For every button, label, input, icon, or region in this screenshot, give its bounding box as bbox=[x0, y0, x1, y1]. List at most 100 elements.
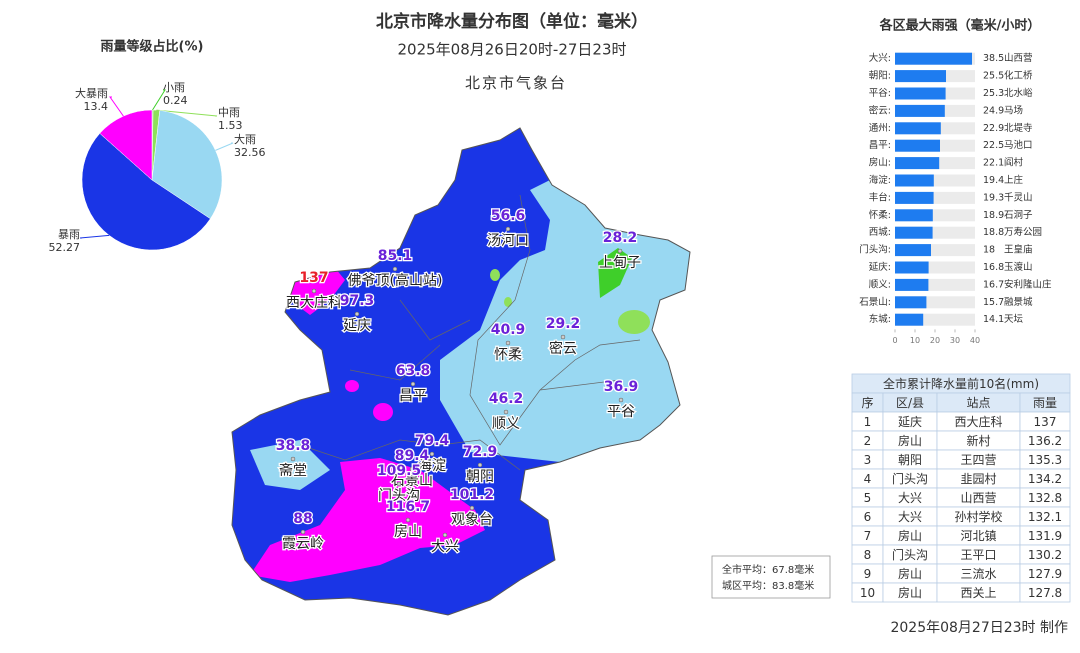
table-cell-text: 门头沟 bbox=[892, 471, 928, 486]
table-cell-text: 132.1 bbox=[1028, 510, 1062, 524]
chart-title: 各区最大雨强（毫米/小时） bbox=[879, 18, 1041, 34]
station-dot bbox=[617, 248, 623, 254]
x-tick-label: 0 bbox=[892, 336, 897, 345]
table-cell-text: 9 bbox=[864, 567, 872, 581]
bar-station: 化工桥 bbox=[1004, 70, 1033, 82]
station-value: 101.2 bbox=[450, 487, 494, 503]
pie-value: 0.24 bbox=[163, 94, 188, 107]
torrential-spot bbox=[373, 403, 393, 421]
table-cell-text: 5 bbox=[864, 491, 872, 505]
bar-station: 马池口 bbox=[1004, 139, 1033, 151]
pie-label: 中雨 bbox=[218, 106, 240, 119]
table-cell-text: 3 bbox=[864, 453, 872, 467]
pie-value: 13.4 bbox=[84, 100, 109, 113]
table-cell-text: 7 bbox=[864, 529, 872, 543]
bar-station: 北水峪 bbox=[1004, 87, 1033, 99]
bar-station: 千灵山 bbox=[1004, 192, 1033, 203]
table-header: 序 bbox=[861, 395, 873, 410]
station-dot bbox=[429, 451, 435, 457]
station-value: 88 bbox=[293, 511, 312, 527]
bar-value: 19.4 bbox=[983, 175, 1004, 186]
y-tick-label: 门头沟: bbox=[859, 244, 891, 256]
station-dot bbox=[392, 266, 398, 272]
table-cell bbox=[1019, 582, 1071, 603]
table-cell-text: 1 bbox=[864, 415, 872, 429]
table-cell-text: 房山 bbox=[898, 433, 922, 448]
table-cell-text: 三流水 bbox=[960, 567, 996, 581]
station-dot bbox=[505, 340, 511, 346]
station-value: 56.6 bbox=[491, 208, 526, 224]
table-cell-text: 2 bbox=[864, 434, 872, 448]
bar-value: 22.9 bbox=[983, 123, 1004, 134]
station-dot bbox=[311, 288, 317, 294]
station-name: 密云 bbox=[549, 340, 577, 357]
table-cell-text: 4 bbox=[864, 472, 872, 486]
table-cell-text: 8 bbox=[864, 548, 872, 562]
station-name: 大兴 bbox=[431, 539, 459, 555]
x-tick-label: 40 bbox=[970, 336, 980, 345]
table-cell-text: 山西营 bbox=[960, 491, 996, 505]
bar bbox=[895, 104, 945, 117]
station-name: 房山 bbox=[394, 524, 422, 540]
bar bbox=[895, 52, 972, 65]
bar-value: 15.7 bbox=[983, 297, 1004, 308]
table-cell-text: 134.2 bbox=[1028, 472, 1062, 486]
table-cell-text: 127.9 bbox=[1028, 567, 1062, 581]
table-cell-text: 房山 bbox=[898, 528, 922, 543]
station-value: 38.8 bbox=[276, 438, 311, 454]
station-value: 85.1 bbox=[378, 248, 413, 264]
bar bbox=[895, 70, 946, 83]
station-dot bbox=[405, 517, 411, 523]
bar-station: 上庄 bbox=[1004, 174, 1024, 186]
station-dot bbox=[410, 381, 416, 387]
bar-value: 18 bbox=[983, 245, 995, 256]
station-name: 平谷 bbox=[607, 404, 635, 420]
table-cell-text: 西关上 bbox=[960, 586, 996, 600]
heavy-rain-area bbox=[250, 440, 330, 490]
bar-value: 14.1 bbox=[983, 314, 1004, 325]
table-cell-text: 韭园村 bbox=[960, 472, 996, 486]
station-dot bbox=[503, 409, 509, 415]
table-cell-text: 西大庄科 bbox=[954, 414, 1002, 429]
table-cell-text: 10 bbox=[860, 586, 875, 600]
y-tick-label: 大兴: bbox=[869, 52, 891, 64]
station-name: 怀柔 bbox=[494, 347, 522, 363]
bar-station: 石洞子 bbox=[1004, 210, 1033, 221]
station-value: 89.4 bbox=[395, 448, 430, 464]
bar-station: 安利隆山庄 bbox=[1004, 278, 1052, 290]
table-title: 全市累计降水量前10名(mm) bbox=[883, 376, 1039, 391]
table-header: 雨量 bbox=[1033, 396, 1057, 410]
bar bbox=[895, 122, 941, 135]
bar-station: 万寿公园 bbox=[1004, 226, 1042, 238]
bar bbox=[895, 157, 940, 170]
bar-station: 融景城 bbox=[1004, 297, 1033, 308]
station-name: 霞云岭 bbox=[282, 536, 324, 552]
map-outline bbox=[231, 127, 691, 616]
bar bbox=[895, 261, 929, 274]
station-dot bbox=[469, 505, 475, 511]
table-cell-text: 6 bbox=[864, 510, 872, 524]
table-cell-text: 136.2 bbox=[1028, 434, 1062, 448]
table-cell-text: 135.3 bbox=[1028, 453, 1062, 467]
table-cell-text: 王四营 bbox=[960, 453, 996, 467]
bar-value: 22.5 bbox=[983, 140, 1004, 151]
bar-value: 19.3 bbox=[983, 192, 1004, 203]
station-value: 137 bbox=[299, 270, 328, 286]
bar-value: 16.8 bbox=[983, 262, 1004, 273]
chart-title: 雨量等级占比(%) bbox=[101, 39, 204, 55]
table-header: 站点 bbox=[966, 396, 990, 410]
station-value: 72.9 bbox=[463, 444, 498, 460]
station-dot bbox=[409, 466, 415, 472]
pie-slice bbox=[99, 109, 153, 181]
district-border bbox=[299, 194, 641, 471]
table-cell-text: 131.9 bbox=[1028, 529, 1062, 543]
leader-line bbox=[109, 96, 124, 117]
bar bbox=[895, 226, 933, 239]
y-tick-label: 西城: bbox=[869, 227, 891, 238]
torrential-area bbox=[250, 458, 485, 582]
leader-line bbox=[79, 234, 110, 239]
bar-station: 阎村 bbox=[1004, 157, 1024, 169]
averages-box bbox=[711, 555, 831, 599]
x-tick-label: 10 bbox=[910, 336, 920, 345]
